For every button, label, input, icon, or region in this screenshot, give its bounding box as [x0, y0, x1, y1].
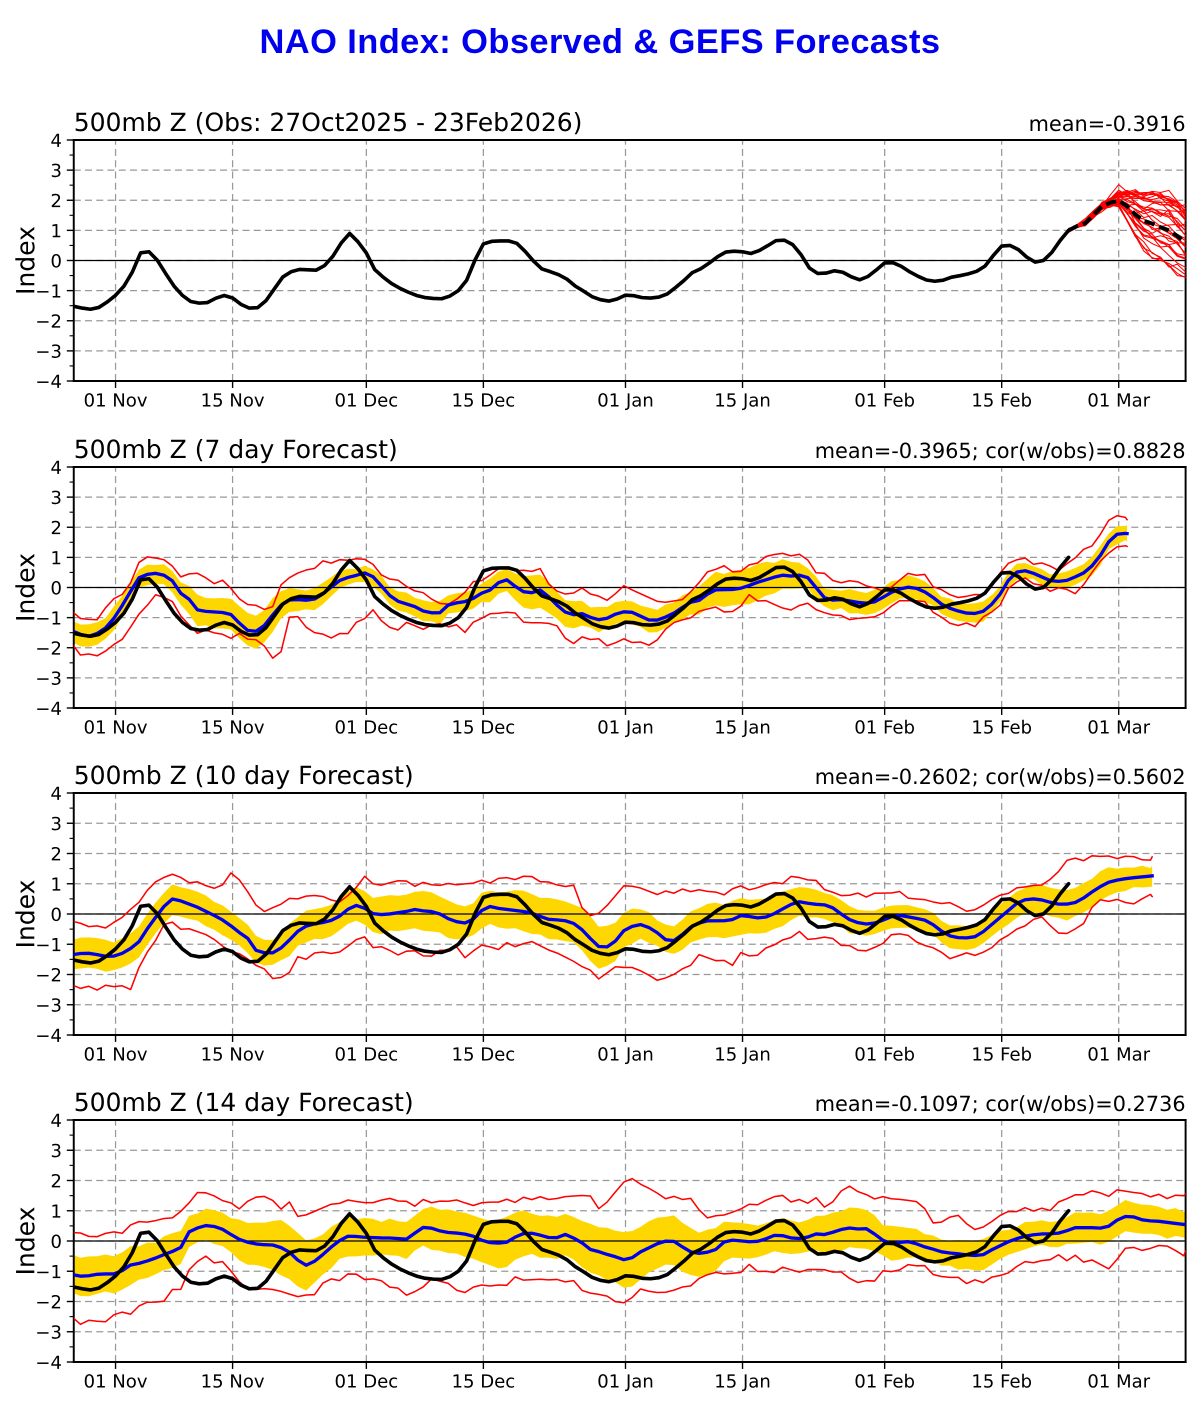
svg-text:NAO Index: Observed & GEFS For: NAO Index: Observed & GEFS Forecasts [260, 23, 941, 61]
